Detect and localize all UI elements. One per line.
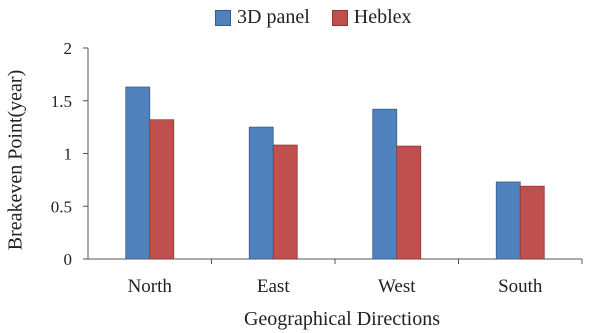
y-tick-label: 1 xyxy=(64,145,73,164)
bar-3d-panel-north xyxy=(125,86,151,260)
legend-item-heblex: Heblex xyxy=(331,6,412,29)
y-tick-label: 0 xyxy=(64,250,73,269)
bar-3d-panel-east xyxy=(248,126,274,260)
legend-label-3d-panel: 3D panel xyxy=(237,6,310,28)
legend-label-heblex: Heblex xyxy=(353,6,412,28)
bar-heblex-north xyxy=(149,119,175,260)
y-tick-label: 2 xyxy=(64,39,73,58)
x-tick-label-south: South xyxy=(498,276,543,297)
x-tick-label-east: East xyxy=(257,276,290,297)
bar-3d-panel-west xyxy=(372,108,398,260)
legend: 3D panel Heblex xyxy=(215,6,434,29)
legend-swatch-3d-panel xyxy=(215,9,231,26)
bar-heblex-south xyxy=(519,185,545,260)
bar-heblex-east xyxy=(272,144,298,260)
x-tick-label-north: North xyxy=(128,276,173,297)
x-axis-title: Geographical Directions xyxy=(243,308,441,330)
y-axis-title: Breakeven Point(year) xyxy=(4,69,27,251)
x-tick-label-west: West xyxy=(378,276,416,297)
y-tick-label: 0.5 xyxy=(51,197,72,216)
legend-item-3d-panel: 3D panel xyxy=(215,6,310,29)
y-tick-label: 1.5 xyxy=(51,92,72,111)
bar-heblex-west xyxy=(396,145,422,260)
bar-3d-panel-south xyxy=(495,181,521,260)
legend-swatch-heblex xyxy=(331,9,348,26)
